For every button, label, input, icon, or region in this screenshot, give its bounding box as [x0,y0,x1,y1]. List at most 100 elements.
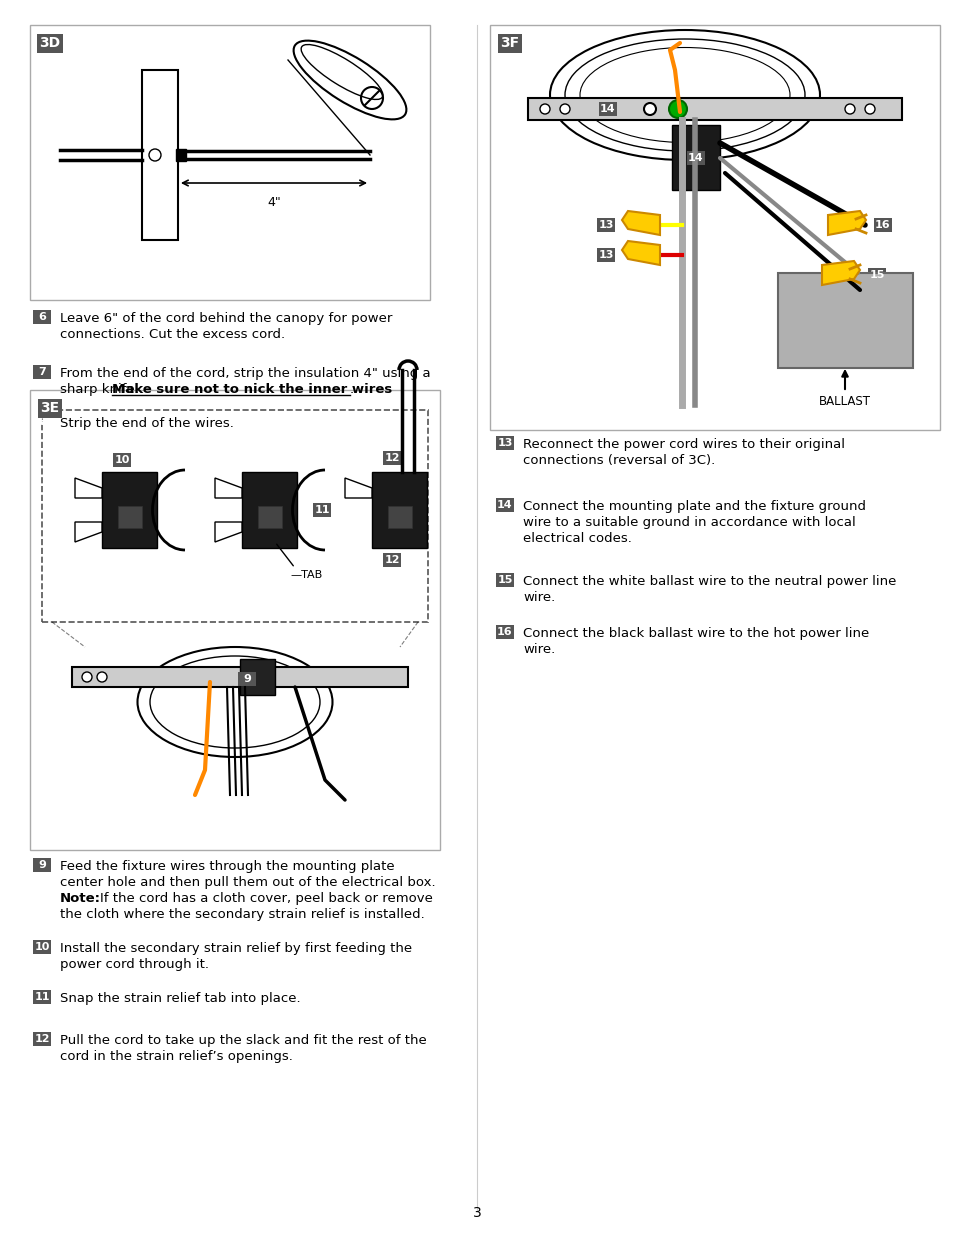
Bar [175,149,186,161]
Bar [527,98,901,120]
Bar [388,506,412,529]
FancyBboxPatch shape [313,503,331,517]
FancyBboxPatch shape [867,268,885,282]
Polygon shape [827,211,865,235]
Polygon shape [621,211,659,235]
Text: 10: 10 [114,454,130,466]
Text: 9: 9 [38,860,46,869]
Text: 16: 16 [497,627,513,637]
Text: wire.: wire. [522,592,555,604]
Text: 8: 8 [38,417,46,427]
Text: BALLAST: BALLAST [818,395,870,408]
Polygon shape [214,478,242,498]
FancyBboxPatch shape [112,453,131,467]
Text: 3D: 3D [39,36,60,49]
FancyBboxPatch shape [873,219,891,232]
Text: connections (reversal of 3C).: connections (reversal of 3C). [522,454,715,467]
FancyBboxPatch shape [33,366,51,379]
FancyBboxPatch shape [597,248,615,262]
Polygon shape [821,261,859,285]
Text: From the end of the cord, strip the insulation 4" using a: From the end of the cord, strip the insu… [60,367,430,380]
Text: 16: 16 [874,220,890,230]
Text: —TAB: —TAB [290,571,322,580]
Text: 14: 14 [599,104,616,114]
Text: If the cord has a cloth cover, peel back or remove: If the cord has a cloth cover, peel back… [100,892,433,905]
Polygon shape [75,522,102,542]
Text: Snap the strain relief tab into place.: Snap the strain relief tab into place. [60,992,300,1005]
Text: 13: 13 [598,249,613,261]
Text: 11: 11 [34,992,50,1002]
Bar [671,125,720,190]
Text: 12: 12 [34,1034,50,1044]
FancyBboxPatch shape [597,219,615,232]
FancyBboxPatch shape [686,151,704,165]
Text: Leave 6" of the cord behind the canopy for power: Leave 6" of the cord behind the canopy f… [60,312,392,325]
Text: 4": 4" [267,196,280,209]
Circle shape [82,672,91,682]
Text: Connect the mounting plate and the fixture ground: Connect the mounting plate and the fixtu… [522,500,865,513]
FancyBboxPatch shape [496,436,514,450]
Bar [257,506,282,529]
Bar [142,70,178,240]
Bar [30,25,430,300]
Bar [71,667,408,687]
Text: Note:: Note: [60,892,101,905]
Text: connections. Cut the excess cord.: connections. Cut the excess cord. [60,329,285,341]
Text: sharp knife.: sharp knife. [60,383,143,396]
Text: wire to a suitable ground in accordance with local: wire to a suitable ground in accordance … [522,516,855,529]
Circle shape [668,100,686,119]
Text: wire.: wire. [522,643,555,656]
Polygon shape [345,478,372,498]
FancyBboxPatch shape [496,573,514,587]
Text: 10: 10 [34,942,50,952]
Text: 6: 6 [38,312,46,322]
Circle shape [864,104,874,114]
Text: 3: 3 [472,1207,481,1220]
Text: Feed the fixture wires through the mounting plate: Feed the fixture wires through the mount… [60,860,395,873]
Text: Strip the end of the wires.: Strip the end of the wires. [60,417,233,430]
FancyBboxPatch shape [237,672,255,685]
Bar [240,659,274,695]
Bar [242,472,296,548]
FancyBboxPatch shape [33,858,51,872]
Text: Connect the black ballast wire to the hot power line: Connect the black ballast wire to the ho… [522,627,868,640]
FancyBboxPatch shape [33,310,51,324]
Text: 11: 11 [314,505,330,515]
Text: 13: 13 [497,438,512,448]
Circle shape [643,103,656,115]
FancyBboxPatch shape [496,625,514,638]
Text: 3F: 3F [500,36,519,49]
Text: Install the secondary strain relief by first feeding the: Install the secondary strain relief by f… [60,942,412,955]
Text: Connect the white ballast wire to the neutral power line: Connect the white ballast wire to the ne… [522,576,896,588]
Text: Pull the cord to take up the slack and fit the rest of the: Pull the cord to take up the slack and f… [60,1034,426,1047]
Text: Make sure not to nick the inner wires: Make sure not to nick the inner wires [112,383,392,396]
Text: power cord through it.: power cord through it. [60,958,209,971]
Text: 9: 9 [243,674,251,684]
Bar [102,472,157,548]
Bar [778,273,912,368]
Bar [372,472,427,548]
Bar [490,25,939,430]
Bar [118,506,142,529]
Polygon shape [214,522,242,542]
Text: Reconnect the power cord wires to their original: Reconnect the power cord wires to their … [522,438,844,451]
Text: 15: 15 [497,576,512,585]
Text: 12: 12 [384,453,399,463]
FancyBboxPatch shape [496,498,514,513]
FancyBboxPatch shape [33,415,51,429]
Circle shape [539,104,550,114]
Circle shape [559,104,569,114]
Circle shape [844,104,854,114]
Text: center hole and then pull them out of the electrical box.: center hole and then pull them out of th… [60,876,436,889]
Polygon shape [75,478,102,498]
Text: 15: 15 [868,270,883,280]
Text: 12: 12 [384,555,399,564]
Text: cord in the strain relief’s openings.: cord in the strain relief’s openings. [60,1050,293,1063]
Text: 14: 14 [497,500,513,510]
FancyBboxPatch shape [382,451,400,466]
FancyBboxPatch shape [598,103,617,116]
Text: electrical codes.: electrical codes. [522,532,631,545]
FancyBboxPatch shape [382,553,400,567]
Text: 14: 14 [687,153,703,163]
Bar [42,410,428,622]
